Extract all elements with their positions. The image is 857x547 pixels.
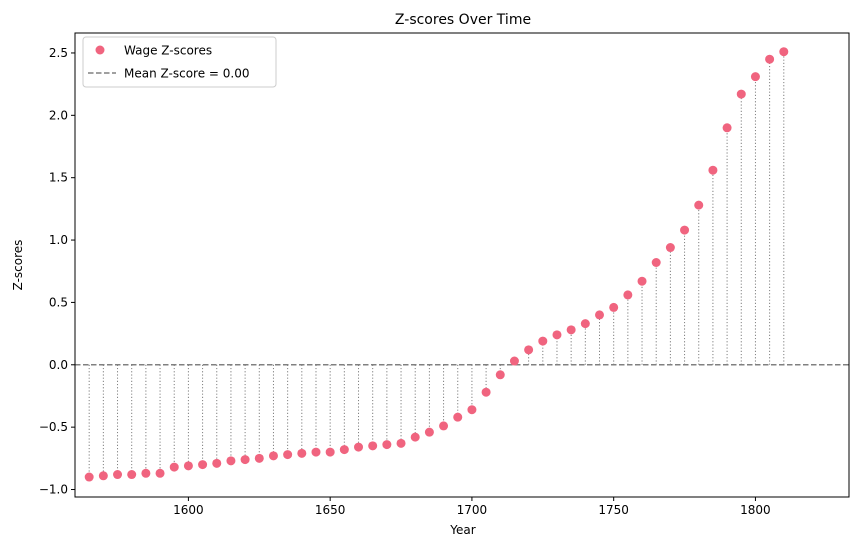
data-point	[566, 325, 576, 335]
data-points	[84, 47, 789, 482]
legend-label-mean: Mean Z-score = 0.00	[124, 67, 250, 81]
data-point	[637, 276, 647, 286]
data-point	[382, 440, 392, 450]
y-tick-label: −0.5	[39, 420, 68, 434]
data-point	[169, 462, 179, 472]
data-point	[765, 54, 775, 64]
data-point	[439, 421, 449, 431]
data-point	[779, 47, 789, 57]
data-point	[254, 453, 264, 463]
data-point	[722, 123, 732, 133]
y-tick-label: 2.0	[49, 108, 68, 122]
data-point	[410, 432, 420, 442]
data-point	[311, 447, 321, 457]
x-tick-label: 1650	[315, 503, 346, 517]
y-tick-label: 0.0	[49, 358, 68, 372]
data-point	[595, 310, 605, 320]
stem-lines	[88, 51, 785, 478]
data-point	[396, 438, 406, 448]
data-point	[283, 450, 293, 460]
data-point	[155, 468, 165, 478]
data-point	[538, 336, 548, 346]
data-point	[694, 200, 704, 210]
y-axis-label: Z-scores	[11, 240, 25, 291]
data-point	[609, 302, 619, 312]
y-tick-label: 1.0	[49, 233, 68, 247]
data-point	[424, 427, 434, 437]
chart-title: Z-scores Over Time	[395, 12, 531, 28]
data-point	[212, 458, 222, 468]
x-tick-label: 1800	[740, 503, 771, 517]
data-point	[113, 470, 123, 480]
x-tick-label: 1750	[598, 503, 629, 517]
legend-box	[82, 36, 277, 88]
legend-marker-wage	[95, 45, 105, 55]
data-point	[141, 468, 151, 478]
data-point	[708, 165, 718, 175]
data-point	[524, 345, 534, 355]
data-point	[127, 470, 137, 480]
data-point	[240, 455, 250, 465]
data-point	[509, 356, 519, 366]
legend: Wage Z-scores Mean Z-score = 0.00	[82, 36, 277, 88]
data-point	[226, 456, 236, 466]
data-point	[665, 243, 675, 253]
y-tick-label: −1.0	[39, 483, 68, 497]
data-point	[495, 370, 505, 380]
data-point	[183, 461, 193, 471]
x-axis-label: Year	[449, 523, 475, 537]
y-tick-label: 1.5	[49, 171, 68, 185]
data-point	[736, 89, 746, 99]
data-point	[680, 225, 690, 235]
x-tick-label: 1700	[457, 503, 488, 517]
data-point	[651, 258, 661, 268]
y-tick-label: 2.5	[49, 46, 68, 60]
legend-label-wage: Wage Z-scores	[124, 44, 212, 58]
axes: 1600 1650 1700 1750 1800 −1.0 −0.5 0.0 0.5 1.0 1.5…	[39, 32, 850, 517]
data-point	[297, 448, 307, 458]
data-point	[481, 387, 491, 397]
data-point	[750, 72, 760, 82]
x-tick-label: 1600	[173, 503, 204, 517]
data-point	[368, 441, 378, 451]
data-point	[453, 412, 463, 422]
data-point	[354, 442, 364, 452]
data-point	[325, 447, 335, 457]
y-tick-label: 0.5	[49, 295, 68, 309]
data-point	[84, 472, 94, 482]
data-point	[268, 451, 278, 461]
data-point	[580, 319, 590, 329]
data-point	[467, 405, 477, 415]
plot-frame	[74, 32, 850, 498]
data-point	[623, 290, 633, 300]
data-point	[198, 460, 208, 470]
data-point	[339, 445, 349, 455]
data-point	[98, 471, 108, 481]
data-point	[552, 330, 562, 340]
